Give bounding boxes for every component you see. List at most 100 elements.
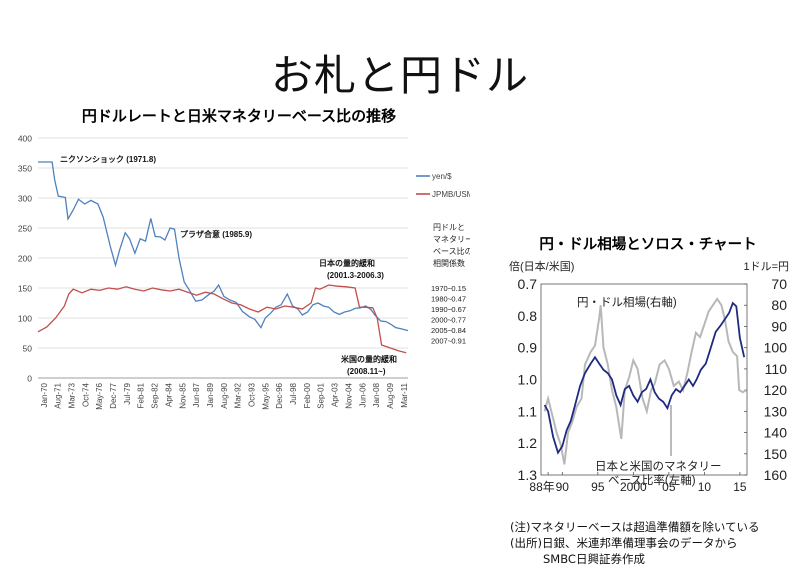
chart2-x-tick-label: 05 (662, 480, 676, 494)
chart2-right-tick-label: 110 (765, 361, 788, 377)
chart2-right-tick-label: 140 (764, 425, 788, 441)
chart2-right-tick-label: 120 (764, 382, 788, 398)
note-line-2: (出所)日銀、米連邦準備理事会のデータから (510, 536, 738, 550)
chart1-x-tick-label: Jan-08 (372, 382, 381, 407)
chart1-x-tick-label: Apr-84 (164, 382, 173, 407)
chart1-x-tick-label: Aug-09 (386, 382, 395, 408)
chart2-left-tick-label: 1.0 (518, 372, 538, 388)
chart2-title: 円・ドル相場とソロス・チャート (539, 235, 756, 253)
annotation-nixon-shock: ニクソンショック (1971.8) (60, 154, 156, 164)
chart2-plot-frame (540, 283, 748, 476)
correlation-value: 0.47 (451, 295, 466, 304)
chart1-legend-label: yen/$ (432, 172, 452, 181)
chart1-y-tick-label: 0 (27, 374, 32, 384)
note-line-3: SMBC日興証券作成 (543, 552, 645, 566)
annotation-us-qe: 米国の量的緩和 (340, 354, 397, 364)
chart1-x-tick-label: Jan-70 (40, 382, 49, 407)
chart1-y-tick-label: 400 (18, 134, 32, 144)
chart1-x-tick-label: Oct-74 (81, 382, 90, 407)
correlation-period: 1970~ (431, 284, 453, 293)
slide-title: お札と円ドル (270, 51, 529, 101)
chart2-right-tick-label: 80 (771, 297, 787, 313)
correlation-table-header: マネタリー (433, 235, 470, 244)
chart2-series-yen-dollar-line (543, 297, 747, 465)
chart1-x-tick-label: Jan-89 (206, 382, 215, 407)
chart1-x-tick-label: Feb-81 (137, 382, 146, 408)
chart1-y-tick-label: 100 (18, 314, 32, 324)
chart1-y-tick-label: 300 (18, 194, 32, 204)
chart1-x-tick-label: Dec-77 (109, 382, 118, 408)
chart2-right-tick-label: 90 (771, 318, 787, 334)
chart2-x-tick-label: 2000 (620, 480, 647, 494)
chart1-y-tick-label: 250 (18, 224, 32, 234)
correlation-value: 0.84 (451, 326, 466, 335)
note-line-1: (注)マネタリーベースは超過準備額を除いている (510, 520, 760, 534)
annotation-plaza-accord: プラザ合意 (1985.9) (180, 229, 252, 239)
chart2-annotation-yen: 円・ドル相場(右軸) (577, 295, 677, 309)
yen-dollar-monetary-base-chart: 円ドルレートと日米マネタリーベース比の推移 0 50 100 150 200 250 300 3… (8, 100, 470, 418)
chart1-x-tick-label: Nov-04 (344, 382, 353, 408)
correlation-period: 2007~ (431, 337, 453, 346)
chart2-annotation-ratio-1: 日本と米国のマネタリー (595, 459, 722, 473)
chart2-right-tick-label: 130 (764, 403, 788, 419)
chart1-x-tick-label: Mar-11 (400, 382, 409, 407)
chart1-series-mb-ratio-line (37, 284, 407, 354)
chart1-x-tick-label: Aug-90 (220, 382, 229, 408)
chart2-series-mb-ratio-line (543, 301, 746, 455)
chart2-left-axis-label: 倍(日本/米国) (509, 259, 574, 273)
correlation-period: 1980~ (431, 295, 453, 304)
chart1-x-tick-label: Dec-96 (275, 382, 284, 408)
correlation-value: 0.91 (451, 337, 466, 346)
chart1-x-tick-label: Feb-00 (303, 382, 312, 408)
chart1-series-yen-line (38, 161, 409, 332)
annotation-japan-qe: 日本の量的緩和 (319, 258, 375, 268)
chart2-x-tick-label: 95 (591, 480, 605, 494)
chart1-x-tick-label: Jun-06 (358, 382, 367, 407)
chart2-right-tick-label: 100 (764, 340, 788, 356)
chart2-x-tick-label: 10 (698, 480, 712, 494)
chart2-x-tick-label: 90 (556, 480, 570, 494)
chart1-x-tick-label: Jun-87 (192, 382, 201, 407)
chart1-x-tick-label: Aug-71 (54, 382, 63, 408)
chart1-x-tick-label: Jul-79 (123, 382, 132, 404)
chart1-x-tick-label: Sep-82 (151, 382, 160, 408)
chart1-x-tick-label: May-76 (95, 382, 104, 409)
correlation-value: 0.15 (451, 284, 466, 293)
correlation-table-header: 相関係数 (433, 258, 465, 268)
chart1-x-tick-label: May-95 (261, 382, 270, 409)
chart2-right-tick-label: 70 (771, 276, 787, 292)
correlation-period: 2005~ (431, 326, 453, 335)
chart2-right-axis-label: 1ドル=円 (743, 261, 789, 273)
chart2-annotation-ratio-2: ベース比率(左軸) (608, 473, 696, 487)
chart1-x-tick-label: Mar-73 (67, 382, 76, 408)
correlation-period: 2000~ (431, 316, 453, 325)
chart2-left-tick-label: 1.3 (518, 467, 538, 483)
chart1-y-tick-label: 50 (23, 344, 33, 354)
chart2-left-tick-label: 1.1 (518, 403, 538, 419)
chart1-y-tick-label: 350 (18, 164, 32, 174)
chart1-x-tick-label: Apr-03 (331, 382, 340, 407)
chart2-left-tick-label: 0.8 (518, 308, 538, 324)
correlation-table-header: ベース比の (433, 246, 470, 256)
chart2-x-tick-label: 15 (733, 480, 747, 494)
correlation-value: 0.67 (451, 305, 466, 314)
chart1-x-tick-label: Mar-92 (234, 382, 243, 408)
chart1-x-tick-label: Jul-98 (289, 382, 298, 404)
correlation-value: 0.77 (451, 316, 466, 325)
chart2-left-tick-label: 0.7 (518, 276, 538, 292)
chart1-title: 円ドルレートと日米マネタリーベース比の推移 (82, 107, 396, 125)
chart2-right-tick-label: 150 (764, 446, 788, 462)
chart2-left-tick-label: 1.2 (518, 435, 538, 451)
chart1-x-tick-label: Oct-93 (247, 382, 256, 407)
chart1-y-tick-label: 150 (18, 284, 32, 294)
chart1-y-tick-label: 200 (18, 254, 32, 264)
chart2-right-tick-label: 160 (764, 467, 788, 483)
annotation-us-qe-period: (2008.11~) (347, 367, 386, 376)
chart2-left-tick-label: 0.9 (518, 340, 538, 356)
chart1-legend-label: JPMB/USMB (432, 190, 470, 199)
chart1-x-tick-label: Sep-01 (317, 382, 326, 408)
chart2-x-tick-label: 88年 (529, 480, 554, 494)
annotation-japan-qe-period: (2001.3-2006.3) (327, 271, 384, 280)
correlation-period: 1990~ (431, 305, 453, 314)
